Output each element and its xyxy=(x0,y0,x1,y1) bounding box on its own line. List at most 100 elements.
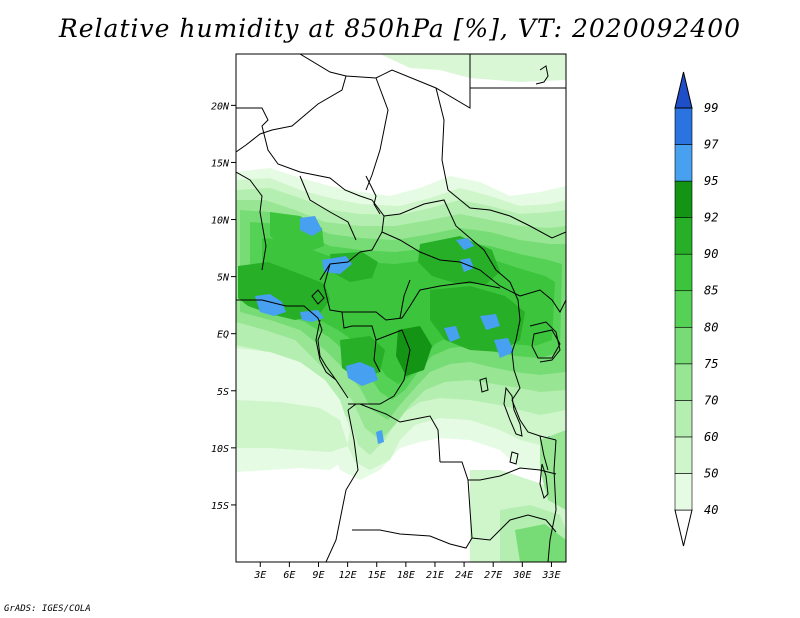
colorbar-segment xyxy=(674,363,693,401)
colorbar-segment xyxy=(674,473,693,511)
lon-tick-label: 33E xyxy=(541,570,560,581)
border-line xyxy=(381,231,521,297)
colorbar-segment xyxy=(674,217,693,255)
border-line xyxy=(319,195,385,281)
border-line xyxy=(315,319,337,381)
map-title: Relative humidity at 850hPa [%], VT: 202… xyxy=(58,14,742,43)
lon-tick-label: 18E xyxy=(397,570,415,581)
lon-tick-label: 15E xyxy=(368,570,386,581)
lon-tick-label: 6E xyxy=(283,570,295,581)
humidity-region xyxy=(322,256,352,274)
lake-outline xyxy=(539,463,549,499)
lat-tick-label: 20N xyxy=(211,101,230,112)
colorbar-segment xyxy=(674,436,693,474)
border-line xyxy=(345,54,471,109)
lat-tick-label: 5N xyxy=(217,273,230,284)
colorbar-label: 60 xyxy=(704,430,718,444)
humidity-region xyxy=(540,430,566,510)
humidity-region xyxy=(444,326,460,342)
humidity-region xyxy=(236,400,348,452)
border-line xyxy=(236,54,347,153)
border-line xyxy=(468,467,557,481)
border-line xyxy=(299,175,357,241)
border-line xyxy=(365,77,389,191)
border-line xyxy=(547,439,557,562)
lake-outline xyxy=(503,386,523,437)
border-line xyxy=(435,87,449,191)
river-line xyxy=(365,175,381,215)
humidity-region xyxy=(376,430,384,444)
longitude-axis: 3E 6E 9E 12E 15E 18E 21E 24E 27E 30E 33E xyxy=(253,562,560,581)
map-frame xyxy=(235,53,567,563)
coastline xyxy=(236,299,349,399)
lon-tick-label: 24E xyxy=(455,570,473,581)
border-line xyxy=(352,461,473,549)
lake-outline xyxy=(479,377,489,393)
colorbar-lower-triangle xyxy=(674,509,693,547)
lon-tick-label: 30E xyxy=(512,570,531,581)
colorbar-upper-triangle xyxy=(674,71,693,109)
lon-tick-label: 12E xyxy=(339,570,357,581)
colorbar-label: 97 xyxy=(704,138,719,152)
coastline xyxy=(535,65,549,85)
latitude-axis: 20N 15N 10N 5N EQ 5S 10S 15S xyxy=(211,101,236,512)
lat-tick-label: 15N xyxy=(211,158,230,169)
humidity-region xyxy=(300,216,322,236)
border-line xyxy=(399,279,411,319)
humidity-field xyxy=(236,54,566,562)
colorbar-segment xyxy=(674,144,693,182)
colorbar-label: 90 xyxy=(704,247,718,261)
lon-tick-label: 21E xyxy=(426,570,444,581)
border-line xyxy=(447,189,566,239)
colorbar-segment xyxy=(674,253,693,292)
lat-tick-label: 10S xyxy=(211,444,229,455)
country-borders xyxy=(236,54,566,562)
border-line xyxy=(383,199,511,283)
lat-tick-label: 10N xyxy=(211,216,230,227)
colorbar-segment xyxy=(674,326,693,365)
humidity-region xyxy=(418,236,500,284)
border-line xyxy=(341,311,381,373)
humidity-region xyxy=(515,524,566,562)
colorbar-segment xyxy=(674,180,693,218)
lon-tick-label: 27E xyxy=(484,570,502,581)
border-line xyxy=(509,281,521,371)
lat-tick-label: EQ xyxy=(217,330,229,341)
colorbar: 40 50 60 70 75 80 85 90 92 95 97 99 xyxy=(674,71,719,547)
border-line xyxy=(348,403,441,463)
colorbar-label: 99 xyxy=(704,101,718,115)
colorbar-label: 50 xyxy=(704,466,718,480)
colorbar-label: 80 xyxy=(704,320,718,334)
border-line xyxy=(519,289,566,313)
humidity-region xyxy=(494,338,514,358)
humidity-region xyxy=(346,362,378,386)
credit-text: GrADS: IGES/COLA xyxy=(4,604,91,614)
lon-tick-label: 9E xyxy=(312,570,324,581)
humidity-region xyxy=(456,238,474,250)
lat-tick-label: 15S xyxy=(211,501,229,512)
border-line xyxy=(236,171,267,271)
border-line xyxy=(323,263,501,321)
humidity-region xyxy=(480,314,500,330)
colorbar-label: 85 xyxy=(704,284,718,298)
colorbar-label: 70 xyxy=(704,393,718,407)
border-line xyxy=(471,514,557,541)
border-line xyxy=(325,409,359,562)
lake-outline xyxy=(531,329,561,359)
humidity-region xyxy=(380,54,566,82)
lat-tick-label: 5S xyxy=(217,387,229,398)
lake-outline xyxy=(509,451,519,465)
colorbar-label: 40 xyxy=(704,503,718,517)
lon-tick-label: 3E xyxy=(253,570,266,581)
border-line xyxy=(539,435,549,471)
border-line xyxy=(236,107,361,197)
colorbar-segment xyxy=(674,290,693,328)
humidity-region xyxy=(255,294,286,316)
colorbar-label: 95 xyxy=(704,174,718,188)
lake-outline xyxy=(311,289,325,305)
colorbar-segment xyxy=(674,107,693,145)
colorbar-label: 75 xyxy=(704,357,718,371)
colorbar-segment xyxy=(674,400,693,438)
colorbar-label: 92 xyxy=(704,211,718,225)
